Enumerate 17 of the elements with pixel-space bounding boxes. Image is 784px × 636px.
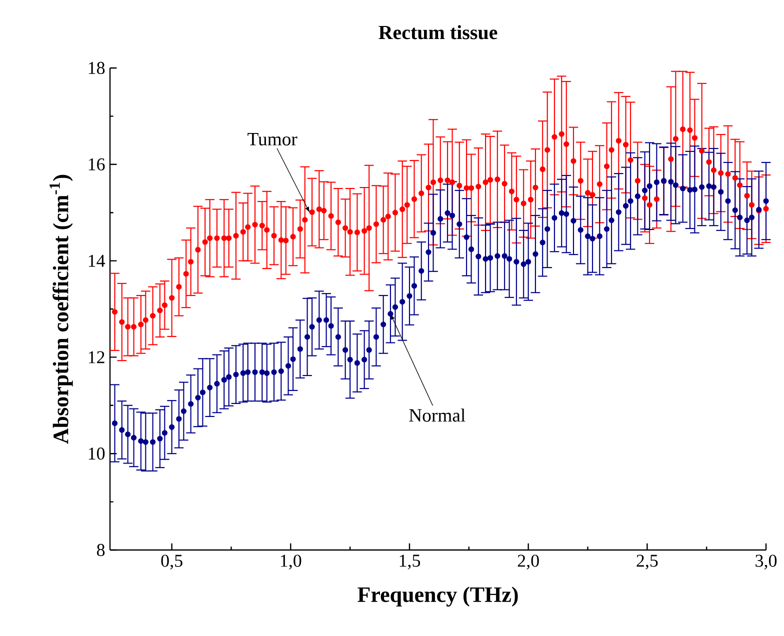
x-tick-label: 0,5: [161, 554, 182, 570]
y-tick-label: 14: [88, 254, 106, 267]
x-tick-label: 1,0: [280, 554, 302, 570]
x-tick-label: 2,5: [636, 554, 658, 570]
x-tick-label: 1,5: [400, 554, 420, 570]
y-tick-label: 12: [88, 351, 104, 364]
annotation: Normal: [409, 408, 466, 422]
chart-title: Rectum tissue: [378, 25, 498, 40]
x-axis-title: Frequency (THz): [358, 586, 518, 607]
y-tick-label: 10: [88, 448, 105, 460]
annotation: Tumor: [248, 133, 298, 146]
y-axis-title: Absorption coefficient (cm$^{-1}$): [50, 174, 73, 444]
x-tick-label: 3,0: [756, 554, 777, 570]
y-tick-label: 16: [88, 158, 105, 170]
y-tick-label: 18: [88, 62, 105, 74]
x-tick-label: 2,0: [518, 554, 539, 570]
y-tick-label: 8: [96, 544, 105, 556]
